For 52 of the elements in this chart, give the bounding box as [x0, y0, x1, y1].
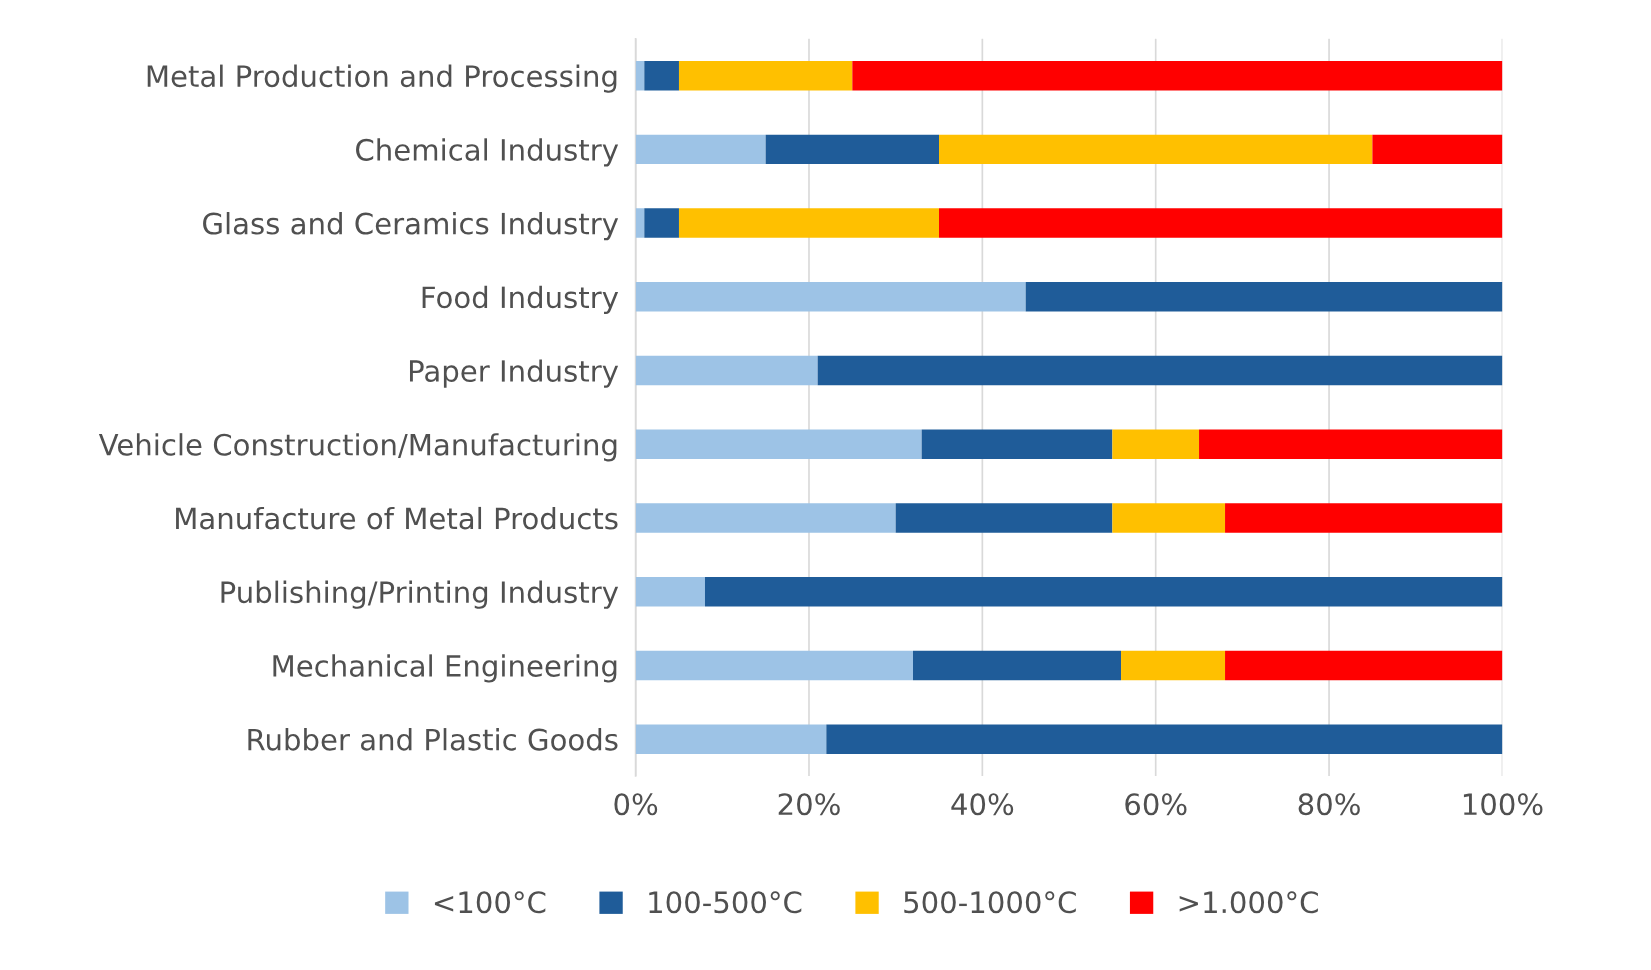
- bar: [1372, 134, 1503, 165]
- x-tick-label: 20%: [778, 793, 840, 816]
- bar: [826, 724, 1503, 754]
- bar: [817, 355, 1503, 386]
- bar: [704, 576, 1503, 607]
- legend-label: >1.000°C: [1179, 891, 1318, 914]
- bar: [635, 60, 645, 91]
- x-tick-label: 0%: [614, 793, 658, 816]
- legend-label: <100°C: [434, 891, 546, 914]
- y-tick-label: Glass and Ceramics Industry: [203, 212, 619, 241]
- bar: [939, 134, 1373, 165]
- bar: [635, 355, 818, 386]
- bar: [1025, 282, 1503, 312]
- y-tick-label: Vehicle Construction/Manufacturing: [98, 433, 617, 462]
- bar: [635, 724, 827, 754]
- y-tick-label: Rubber and Plastic Goods: [248, 728, 618, 751]
- y-tick-label: Publishing/Printing Industry: [221, 580, 619, 609]
- bar: [1112, 503, 1226, 533]
- legend-label: 500-1000°C: [904, 891, 1076, 914]
- bar: [1121, 650, 1226, 681]
- bar: [644, 60, 679, 91]
- bar: [765, 134, 940, 165]
- bar: [1225, 503, 1503, 533]
- y-tick-label: Metal Production and Processing: [147, 64, 617, 93]
- bar: [635, 282, 1026, 312]
- bar: [1225, 650, 1503, 681]
- bar: [635, 576, 705, 607]
- y-tick-label: Paper Industry: [409, 359, 619, 388]
- y-tick-label: Food Industry: [422, 285, 619, 314]
- legend-label: 100-500°C: [649, 891, 802, 914]
- x-tick-label: 40%: [951, 793, 1014, 816]
- bar: [852, 60, 1503, 91]
- y-tick-label: Mechanical Engineering: [273, 654, 617, 683]
- bar: [913, 650, 1122, 681]
- bar: [678, 208, 940, 238]
- y-tick-label: Chemical Industry: [356, 138, 619, 167]
- bar: [921, 429, 1113, 459]
- bar: [1199, 429, 1503, 459]
- bar: [635, 134, 766, 165]
- bar: [635, 429, 922, 459]
- bar: [644, 208, 679, 238]
- bar: [635, 503, 896, 533]
- bar: [635, 650, 913, 681]
- bar: [1112, 429, 1200, 459]
- y-tick-label: Manufacture of Metal Products: [176, 506, 618, 530]
- bar: [895, 503, 1113, 533]
- bar: [635, 208, 645, 238]
- x-tick-label: 80%: [1298, 793, 1360, 816]
- bar: [939, 208, 1503, 238]
- bar: [678, 60, 853, 91]
- x-tick-label: 60%: [1125, 793, 1187, 816]
- x-tick-label: 100%: [1463, 793, 1543, 816]
